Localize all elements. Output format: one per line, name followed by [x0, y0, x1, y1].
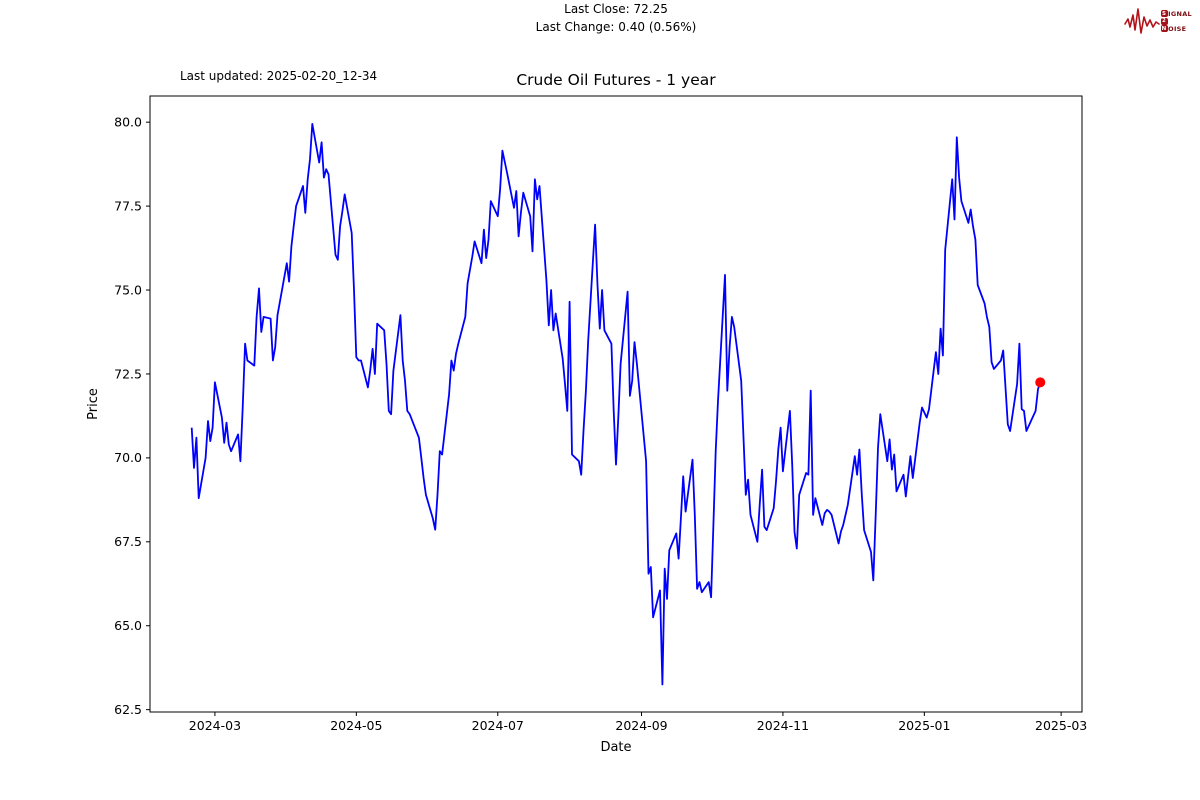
- signal2noise-logo: S IGNAL 2 N OISE: [1123, 5, 1192, 37]
- x-tick-label: 2025-03: [1035, 718, 1087, 733]
- y-tick-label: 62.5: [114, 702, 142, 717]
- x-tick-label: 2024-07: [472, 718, 524, 733]
- y-tick-label: 77.5: [114, 198, 142, 213]
- x-tick-label: 2024-05: [330, 718, 382, 733]
- y-tick-label: 65.0: [114, 618, 142, 633]
- x-axis-label: Date: [600, 740, 631, 755]
- x-tick-label: 2024-11: [757, 718, 809, 733]
- logo-2-box: 2: [1160, 17, 1168, 25]
- x-tick-label: 2024-03: [189, 718, 241, 733]
- y-tick-label: 80.0: [114, 114, 142, 129]
- plot-area: [149, 95, 1083, 713]
- x-tick-label: 2025-01: [898, 718, 950, 733]
- y-tick-label: 67.5: [114, 534, 142, 549]
- logo-line-2: 2: [1160, 17, 1192, 25]
- logo-n-box: N: [1160, 25, 1168, 32]
- y-tick-label: 75.0: [114, 282, 142, 297]
- page-title: Crude Oil Futures - 1 year: [516, 71, 716, 89]
- y-axis-label: Price: [86, 388, 101, 420]
- logo-text: S IGNAL 2 N OISE: [1160, 9, 1192, 33]
- logo-line-signal: S IGNAL: [1160, 9, 1192, 18]
- logo-s-box: S: [1160, 10, 1168, 17]
- y-tick-label: 70.0: [114, 450, 142, 465]
- x-tick-label: 2024-09: [615, 718, 667, 733]
- last-price-marker: [1035, 377, 1046, 388]
- chart-subtitle: Last Close: 72.25 Last Change: 0.40 (0.5…: [0, 0, 1200, 36]
- last-change-text: Last Change: 0.40 (0.56%): [535, 20, 697, 34]
- price-line: [190, 123, 1042, 686]
- last-updated-text: Last updated: 2025-02-20_12-34: [180, 69, 378, 83]
- logo-line-noise: N OISE: [1160, 24, 1187, 33]
- last-close-text: Last Close: 72.25: [564, 2, 668, 16]
- y-tick-label: 72.5: [114, 366, 142, 381]
- heartbeat-waveform-icon: [1123, 8, 1160, 34]
